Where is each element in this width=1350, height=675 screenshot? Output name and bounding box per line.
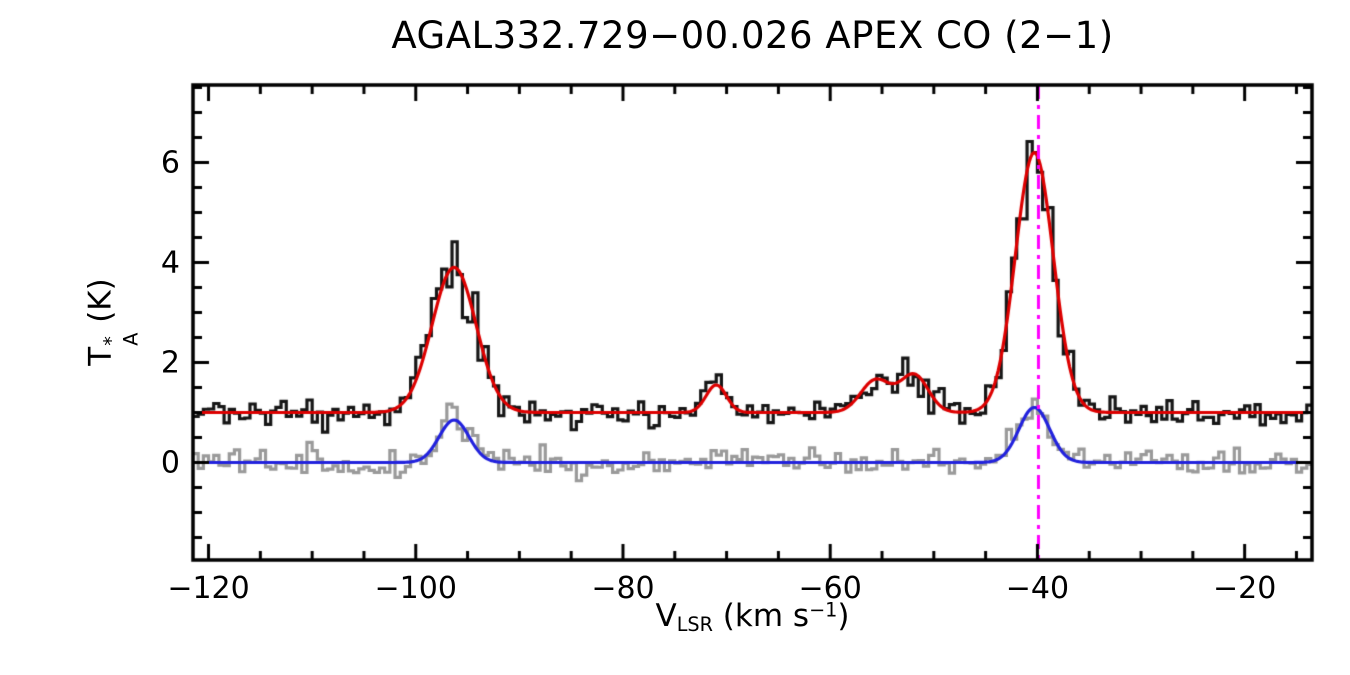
x-axis-label-close: ) (837, 598, 850, 634)
x-tick-label: −20 (1212, 571, 1277, 606)
x-tick-label: −80 (591, 571, 655, 606)
y-axis-label-sup: * (99, 336, 123, 346)
y-tick-label: 6 (160, 145, 180, 180)
x-axis-label-base: V (655, 598, 677, 634)
y-axis-label-supsub: * A (99, 332, 143, 346)
y-tick-label: 2 (160, 345, 180, 380)
x-tick-label: −60 (798, 571, 862, 606)
y-axis-label-base: T (82, 346, 119, 366)
x-axis-label: VLSR (km s−1) (193, 598, 1312, 636)
y-tick-label: 0 (160, 445, 180, 480)
x-tick-label: −40 (1005, 571, 1070, 606)
x-axis-label-sub: LSR (676, 612, 713, 636)
x-tick-label: −100 (374, 571, 457, 606)
y-axis-label: T * A (K) (82, 278, 143, 366)
y-tick-label: 4 (160, 245, 180, 280)
x-axis-label-units: (km s (712, 598, 810, 634)
x-axis-label-sup: −1 (809, 598, 838, 622)
y-axis-label-sub: A (119, 332, 143, 346)
x-tick-label: −120 (167, 571, 250, 606)
chart-title: AGAL332.729−00.026 APEX CO (2−1) (391, 14, 1114, 57)
y-axis-label-units: (K) (82, 278, 119, 333)
